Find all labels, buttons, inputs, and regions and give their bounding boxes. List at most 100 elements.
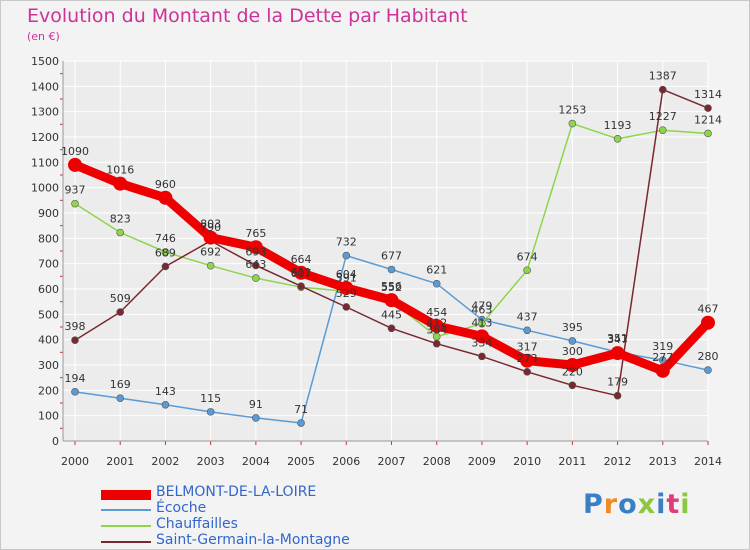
data-label-0: 413: [471, 316, 492, 329]
data-point-3: [116, 308, 125, 316]
brand-letter: i: [680, 489, 691, 520]
data-point-0: [520, 353, 535, 368]
data-point-3: [478, 352, 486, 361]
data-label-0: 300: [562, 345, 583, 358]
y-tick-label: 400: [38, 334, 59, 347]
brand-logo: Proxiti: [583, 489, 691, 520]
data-label-0: 467: [698, 303, 719, 316]
data-point-0: [655, 363, 670, 378]
data-point-3: [252, 261, 260, 270]
data-label-3: 611: [291, 266, 312, 279]
x-tick-label: 2014: [694, 455, 722, 468]
data-label-1: 351: [607, 332, 628, 345]
data-label-1: 395: [562, 321, 583, 334]
data-point-0: [113, 176, 128, 191]
data-label-2: 823: [110, 213, 131, 226]
data-point-1: [568, 337, 577, 345]
data-label-2: 412: [426, 317, 447, 330]
data-label-1: 169: [110, 378, 131, 391]
data-label-3: 398: [65, 320, 86, 333]
data-label-0: 347: [607, 333, 628, 346]
y-tick-label: 1100: [31, 156, 59, 169]
data-label-3: 384: [426, 324, 447, 337]
brand-letter: x: [637, 489, 657, 520]
y-tick-label: 700: [38, 258, 59, 271]
data-point-3: [161, 262, 170, 271]
legend-swatch-belmont: [101, 490, 151, 500]
legend-swatch-ecoche: [101, 509, 151, 511]
data-point-3: [658, 85, 667, 94]
data-label-2: 692: [200, 246, 221, 259]
data-point-0: [474, 329, 489, 344]
data-point-0: [565, 358, 580, 372]
y-tick-label: 100: [38, 410, 59, 423]
data-point-3: [297, 282, 305, 291]
data-point-2: [568, 119, 577, 128]
x-tick-label: 2013: [649, 455, 677, 468]
x-tick-label: 2005: [287, 455, 315, 468]
data-point-0: [610, 346, 625, 361]
data-label-1: 479: [471, 300, 492, 313]
x-tick-label: 2012: [604, 455, 632, 468]
data-label-2: 1253: [558, 104, 586, 117]
y-tick-label: 1500: [31, 55, 59, 68]
data-label-1: 621: [426, 264, 447, 277]
data-point-3: [387, 324, 396, 333]
data-point-0: [701, 315, 715, 330]
data-point-1: [387, 265, 396, 274]
data-point-2: [116, 228, 125, 237]
x-tick-label: 2010: [513, 455, 541, 468]
data-label-0: 960: [155, 178, 176, 191]
chart-unit-label: (en €): [27, 30, 60, 43]
brand-letter: o: [618, 489, 638, 520]
data-point-1: [523, 326, 531, 335]
y-tick-label: 1000: [31, 182, 59, 195]
y-tick-label: 900: [38, 207, 59, 220]
x-tick-label: 2008: [423, 455, 451, 468]
data-label-2: 1193: [604, 119, 632, 132]
data-label-1: 194: [65, 372, 86, 385]
data-point-3: [613, 391, 622, 400]
data-point-0: [339, 280, 354, 295]
legend-label-ecoche: Écoche: [156, 500, 207, 516]
x-tick-label: 2002: [151, 455, 179, 468]
y-tick-label: 1400: [31, 80, 59, 93]
data-point-0: [68, 157, 82, 172]
data-point-2: [658, 126, 667, 134]
data-label-2: 643: [245, 258, 266, 271]
x-tick-label: 2003: [197, 455, 225, 468]
data-label-0: 1016: [106, 164, 134, 177]
data-label-2: 1227: [649, 110, 677, 123]
y-tick-label: 1200: [31, 131, 59, 144]
data-point-2: [206, 261, 215, 270]
data-point-2: [704, 129, 712, 138]
legend-swatch-chauffailles: [101, 525, 151, 527]
x-tick-label: 2009: [468, 455, 496, 468]
x-tick-label: 2004: [242, 455, 270, 468]
data-label-2: 591: [336, 271, 357, 284]
y-tick-label: 600: [38, 283, 59, 296]
data-label-2: 552: [381, 281, 402, 294]
data-point-0: [203, 230, 218, 245]
data-point-1: [206, 408, 215, 416]
data-label-0: 1090: [61, 145, 89, 158]
data-point-0: [429, 318, 444, 333]
data-point-1: [116, 394, 125, 402]
data-point-3: [342, 303, 351, 311]
data-label-1: 280: [698, 350, 719, 363]
data-label-2: 1214: [694, 113, 722, 126]
chart-title: Evolution du Montant de la Dette par Hab…: [27, 5, 468, 27]
data-label-3: 689: [155, 246, 176, 259]
data-point-1: [297, 419, 305, 427]
data-point-3: [704, 104, 712, 112]
data-label-1: 115: [200, 392, 221, 405]
data-label-3: 693: [245, 245, 266, 258]
y-tick-label: 200: [38, 384, 59, 397]
data-point-1: [71, 388, 79, 396]
data-label-1: 91: [249, 398, 263, 411]
data-point-2: [478, 319, 486, 328]
data-label-0: 803: [200, 218, 221, 231]
data-label-1: 732: [336, 236, 357, 249]
data-point-2: [252, 274, 260, 282]
